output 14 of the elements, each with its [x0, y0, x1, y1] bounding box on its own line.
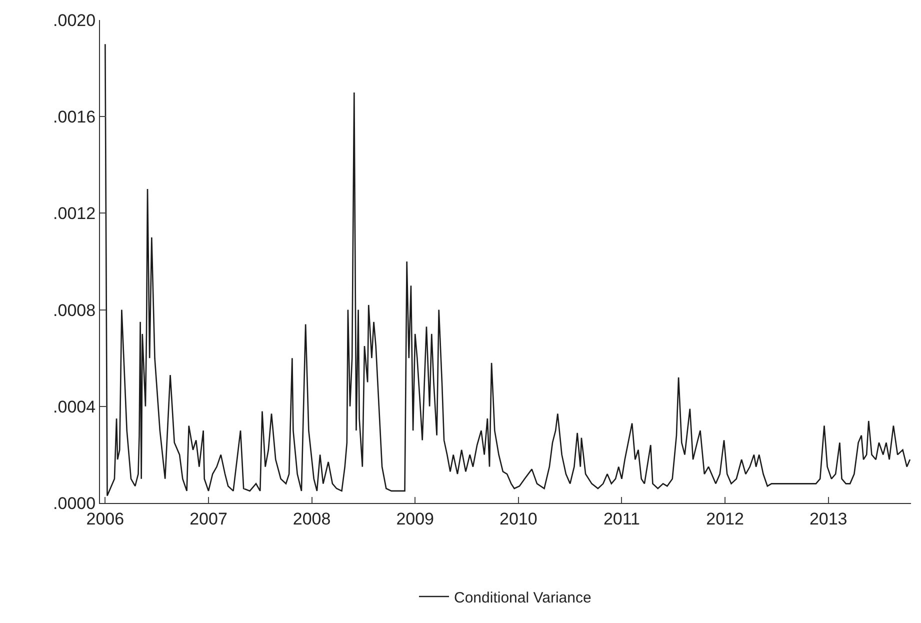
y-tick-label: .0004 [53, 397, 96, 416]
x-tick-label: 2010 [499, 509, 538, 528]
y-tick-label: .0016 [53, 108, 96, 127]
x-tick-label: 2012 [706, 509, 744, 528]
y-tick-label: .0020 [53, 10, 96, 30]
x-tick-label: 2011 [603, 509, 640, 528]
line-series [104, 44, 911, 496]
x-tick-label: 2008 [292, 509, 331, 528]
x-tick-label: 2013 [809, 509, 848, 528]
y-tick-label: .0008 [53, 300, 96, 320]
y-tick-label: .0012 [53, 204, 96, 224]
legend-label: Conditional Variance [454, 589, 592, 606]
x-tick-label: 2007 [190, 509, 228, 528]
x-tick-label: 2009 [396, 509, 434, 528]
